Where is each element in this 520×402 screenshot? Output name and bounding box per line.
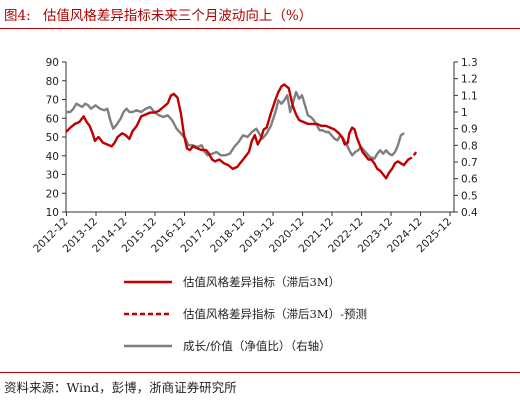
- left-tick-label: 40: [46, 151, 59, 163]
- figure-title-text: 估值风格差异指标未来三个月波动向上（%）: [42, 8, 313, 24]
- source-divider: [0, 372, 520, 373]
- right-tick-label: 0.4: [461, 207, 478, 219]
- right-tick-label: 1.2: [461, 74, 478, 86]
- legend-label-2: 成长/价值（净值比）（右轴）: [183, 339, 331, 353]
- left-tick-label: 70: [46, 95, 59, 107]
- series-line-1: [407, 149, 419, 161]
- right-tick-label: 0.6: [461, 174, 478, 186]
- chart-axes: 10 20 30 40 50 60 70 80 90 0.4 0.5 0.6 0.7 0.8 0.9 1 1.1…: [31, 57, 478, 255]
- left-tick-label: 50: [46, 132, 59, 144]
- chart-series-layer: [65, 83, 419, 180]
- legend-label-1: 估值风格差异指标（滞后3M）-预测: [183, 307, 367, 321]
- right-tick-label: 1.3: [461, 57, 478, 69]
- right-tick-label: 0.5: [461, 190, 478, 202]
- right-tick-label: 0.9: [461, 124, 478, 136]
- series-line-2: [65, 90, 405, 160]
- right-tick-label: 1: [461, 107, 468, 119]
- right-tick-label: 1.1: [461, 90, 478, 102]
- legend-label-0: 估值风格差异指标（滞后3M）: [183, 275, 340, 289]
- left-tick-label: 20: [46, 188, 59, 200]
- right-tick-label: 0.8: [461, 140, 478, 152]
- chart-legend: 估值风格差异指标（滞后3M） 估值风格差异指标（滞后3M）-预测成长/价值（净值比…: [124, 275, 367, 353]
- left-tick-label: 10: [46, 207, 59, 219]
- left-tick-label: 90: [46, 57, 59, 69]
- title-divider: [0, 28, 520, 29]
- left-tick-label: 80: [46, 76, 59, 88]
- figure-number: 图4:: [4, 8, 31, 24]
- figure-title: 图4: 估值风格差异指标未来三个月波动向上（%）: [4, 4, 516, 26]
- right-tick-label: 0.7: [461, 157, 478, 169]
- left-tick-label: 60: [46, 113, 59, 125]
- left-tick-label: 30: [46, 170, 59, 182]
- series-line-0: [65, 83, 410, 180]
- line-chart: 10 20 30 40 50 60 70 80 90 0.4 0.5 0.6 0.7 0.8 0.9 1 1.1…: [31, 57, 478, 353]
- data-source-note: 资料来源：Wind，彭博，浙商证券研究所: [4, 380, 237, 395]
